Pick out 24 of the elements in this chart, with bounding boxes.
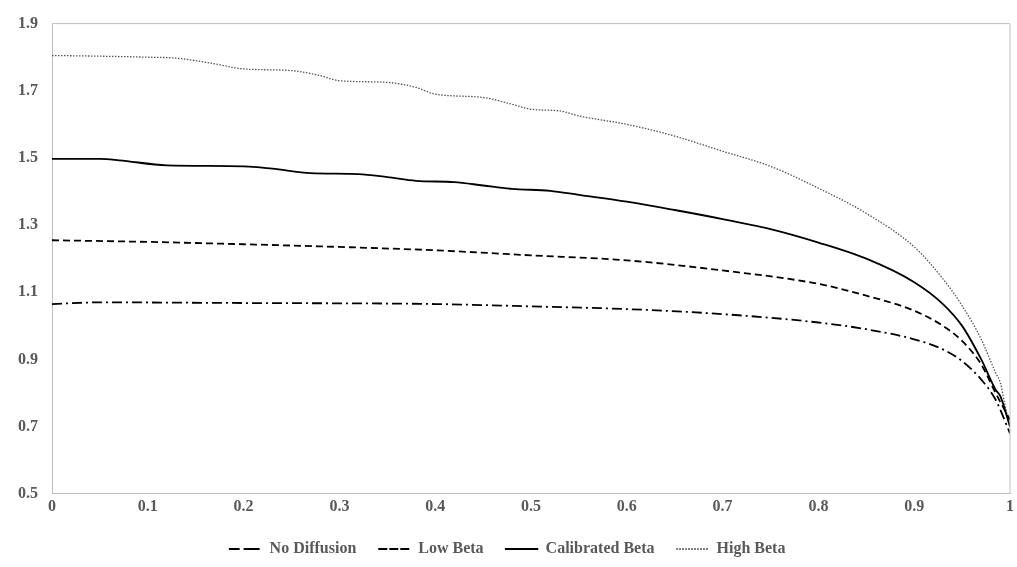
y-tick-label: 1.5 — [18, 148, 38, 166]
x-tick-label: 0.2 — [233, 496, 254, 514]
x-tick-label: 0 — [48, 496, 56, 514]
y-tick-label: 0.9 — [18, 349, 38, 367]
x-tick-label: 0.9 — [904, 496, 925, 514]
legend-label: High Beta — [716, 539, 786, 558]
y-tick-label: 0.5 — [18, 483, 38, 501]
y-tick-label: 1.3 — [18, 215, 38, 233]
line-series — [52, 158, 1010, 428]
y-tick-label: 1.9 — [18, 13, 38, 31]
x-tick-label: 0.7 — [712, 496, 733, 514]
y-tick-label: 1.1 — [18, 282, 38, 300]
legend-label: Calibrated Beta — [545, 539, 655, 557]
legend-label: No Diffusion — [269, 539, 357, 557]
x-tick-label: 1 — [1006, 496, 1014, 514]
x-tick-label: 0.1 — [137, 496, 158, 514]
y-tick-label: 1.7 — [18, 80, 38, 98]
legend-label: Low Beta — [418, 539, 484, 557]
y-tick-label: 0.7 — [18, 416, 38, 434]
x-tick-label: 0.5 — [521, 496, 541, 514]
x-tick-label: 0.6 — [616, 496, 637, 514]
x-tick-label: 0.3 — [329, 496, 350, 514]
x-tick-label: 0.8 — [808, 496, 829, 514]
x-tick-label: 0.4 — [425, 496, 446, 514]
